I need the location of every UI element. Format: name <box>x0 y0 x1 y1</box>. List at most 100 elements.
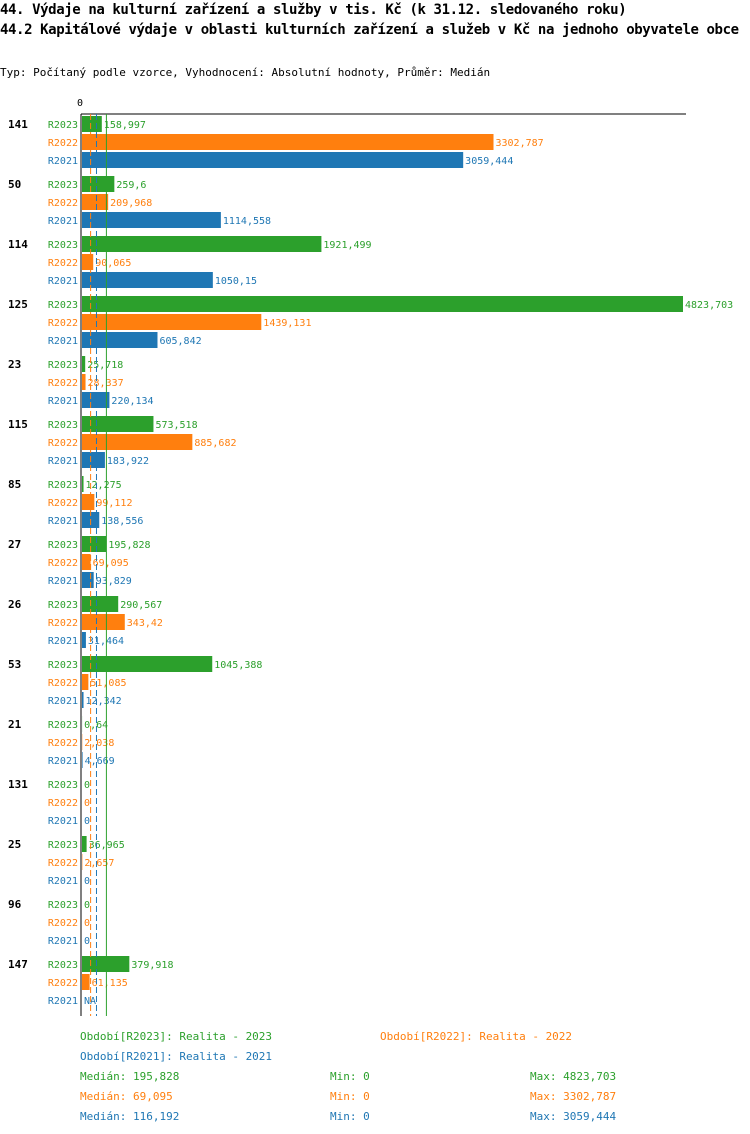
data-label-r2023-114: 1921,499 <box>323 240 371 251</box>
category-label-115: 115 <box>8 418 28 431</box>
series-label-r2023-115: R2023 <box>48 420 78 431</box>
series-label-r2022-25: R2022 <box>48 858 78 869</box>
bar-r2023-25 <box>82 836 87 852</box>
series-label-r2021-26: R2021 <box>48 636 78 647</box>
bar-r2023-27 <box>82 536 107 552</box>
data-label-r2022-21: 2,038 <box>84 738 114 749</box>
bar-r2022-141 <box>82 134 494 150</box>
category-label-23: 23 <box>8 358 21 371</box>
series-label-r2021-23: R2021 <box>48 396 78 407</box>
series-label-r2022-141: R2022 <box>48 138 78 149</box>
data-label-r2021-21: 4,669 <box>85 756 115 767</box>
category-label-26: 26 <box>8 598 22 611</box>
bar-r2023-50 <box>82 176 115 192</box>
bar-r2021-125 <box>82 332 158 348</box>
bar-r2023-147 <box>82 956 130 972</box>
data-label-r2022-50: 209,968 <box>110 198 152 209</box>
series-label-r2023-25: R2023 <box>48 840 78 851</box>
data-label-r2022-25: 2,657 <box>84 858 114 869</box>
series-label-r2022-85: R2022 <box>48 498 78 509</box>
stat-median-r2022: Medián: 69,095 <box>80 1090 173 1103</box>
data-label-r2021-141: 3059,444 <box>465 156 513 167</box>
data-label-r2022-96: 0 <box>84 918 90 929</box>
stat-max-r2022: Max: 3302,787 <box>530 1090 617 1103</box>
series-label-r2022-53: R2022 <box>48 678 78 689</box>
series-label-r2023-147: R2023 <box>48 960 78 971</box>
data-label-r2023-26: 290,567 <box>120 600 162 611</box>
series-label-r2021-85: R2021 <box>48 516 78 527</box>
data-label-r2023-50: 259,6 <box>116 180 146 191</box>
data-label-r2023-131: 0 <box>84 780 90 791</box>
series-label-r2022-147: R2022 <box>48 978 78 989</box>
data-label-r2023-27: 195,828 <box>108 540 150 551</box>
bar-chart: 0 141 R2023 158,997 R2022 3302,787 R2021 3059,4… <box>8 98 733 1016</box>
category-label-96: 96 <box>8 898 22 911</box>
category-label-85: 85 <box>8 478 21 491</box>
series-label-r2023-125: R2023 <box>48 300 78 311</box>
data-label-r2021-23: 220,134 <box>111 396 153 407</box>
series-label-r2021-21: R2021 <box>48 756 78 767</box>
series-label-r2022-27: R2022 <box>48 558 78 569</box>
data-label-r2022-27: 69,095 <box>93 558 129 569</box>
stat-min-r2021: Min: 0 <box>330 1110 370 1123</box>
bar-r2023-53 <box>82 656 213 672</box>
bar-r2021-115 <box>82 452 105 468</box>
stat-median-r2023: Medián: 195,828 <box>80 1070 180 1083</box>
data-label-r2021-114: 1050,15 <box>215 276 257 287</box>
series-label-r2021-53: R2021 <box>48 696 78 707</box>
bar-r2021-21 <box>82 752 83 768</box>
bar-r2021-23 <box>82 392 110 408</box>
category-label-114: 114 <box>8 238 28 251</box>
category-label-21: 21 <box>8 718 22 731</box>
series-label-r2023-50: R2023 <box>48 180 78 191</box>
data-label-r2021-27: 93,829 <box>96 576 132 587</box>
bar-r2022-125 <box>82 314 262 330</box>
data-label-r2022-114: 90,065 <box>95 258 131 269</box>
data-label-r2021-96: 0 <box>84 936 90 947</box>
bar-r2021-141 <box>82 152 464 168</box>
data-label-r2022-23: 28,337 <box>88 378 124 389</box>
series-label-r2021-27: R2021 <box>48 576 78 587</box>
data-label-r2021-50: 1114,558 <box>223 216 271 227</box>
data-label-r2022-131: 0 <box>84 798 90 809</box>
bar-r2023-125 <box>82 296 683 312</box>
series-label-r2021-115: R2021 <box>48 456 78 467</box>
data-label-r2023-125: 4823,703 <box>685 300 733 311</box>
bar-r2023-26 <box>82 596 119 612</box>
data-label-r2022-115: 885,682 <box>194 438 236 449</box>
data-label-r2023-141: 158,997 <box>104 120 146 131</box>
series-label-r2023-21: R2023 <box>48 720 78 731</box>
legend-r2021: Období[R2021]: Realita - 2021 <box>80 1050 273 1063</box>
bar-r2021-50 <box>82 212 221 228</box>
series-label-r2023-23: R2023 <box>48 360 78 371</box>
data-label-r2023-115: 573,518 <box>155 420 197 431</box>
series-label-r2023-53: R2023 <box>48 660 78 671</box>
axis-zero-label: 0 <box>77 98 83 109</box>
bar-r2022-26 <box>82 614 125 630</box>
stat-median-r2021: Medián: 116,192 <box>80 1110 180 1123</box>
series-label-r2023-26: R2023 <box>48 600 78 611</box>
data-label-r2022-147: 61,135 <box>92 978 128 989</box>
data-label-r2022-53: 51,085 <box>90 678 126 689</box>
data-label-r2021-125: 605,842 <box>159 336 201 347</box>
bar-r2022-147 <box>82 974 90 990</box>
bar-r2021-27 <box>82 572 94 588</box>
series-label-r2023-131: R2023 <box>48 780 78 791</box>
category-label-141: 141 <box>8 118 28 131</box>
data-label-r2022-125: 1439,131 <box>263 318 311 329</box>
bar-r2022-53 <box>82 674 89 690</box>
bar-r2022-85 <box>82 494 95 510</box>
category-label-25: 25 <box>8 838 21 851</box>
bar-r2023-85 <box>82 476 84 492</box>
bar-r2022-114 <box>82 254 94 270</box>
bar-r2021-53 <box>82 692 84 708</box>
stat-max-r2023: Max: 4823,703 <box>530 1070 617 1083</box>
series-label-r2023-141: R2023 <box>48 120 78 131</box>
bar-r2023-114 <box>82 236 322 252</box>
data-label-r2022-85: 99,112 <box>96 498 132 509</box>
data-label-r2023-21: 0,64 <box>84 720 108 731</box>
series-label-r2022-26: R2022 <box>48 618 78 629</box>
category-label-50: 50 <box>8 178 21 191</box>
series-label-r2021-50: R2021 <box>48 216 78 227</box>
data-label-r2022-141: 3302,787 <box>496 138 544 149</box>
